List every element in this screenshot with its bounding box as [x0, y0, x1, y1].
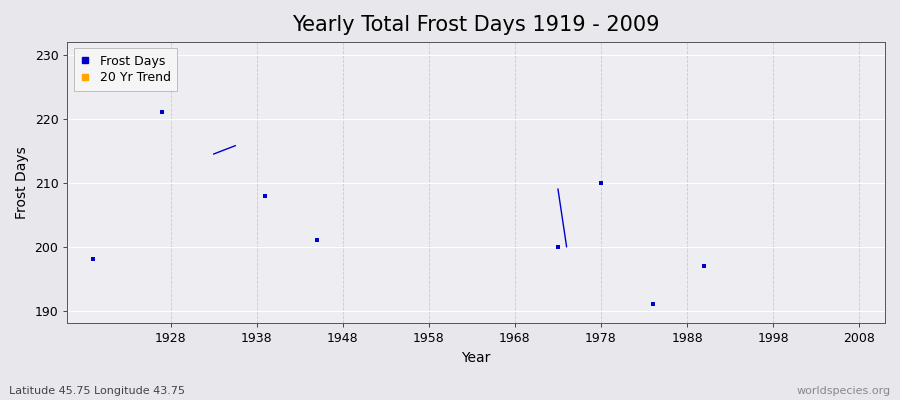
Point	[86, 256, 101, 263]
Legend: Frost Days, 20 Yr Trend: Frost Days, 20 Yr Trend	[74, 48, 177, 91]
Text: worldspecies.org: worldspecies.org	[796, 386, 891, 396]
Text: Latitude 45.75 Longitude 43.75: Latitude 45.75 Longitude 43.75	[9, 386, 185, 396]
Point	[698, 263, 712, 269]
Y-axis label: Frost Days: Frost Days	[15, 146, 29, 219]
Point	[551, 244, 565, 250]
Point	[258, 192, 273, 199]
X-axis label: Year: Year	[462, 351, 490, 365]
Title: Yearly Total Frost Days 1919 - 2009: Yearly Total Frost Days 1919 - 2009	[292, 15, 660, 35]
Point	[594, 180, 608, 186]
Point	[645, 301, 660, 308]
Point	[310, 237, 324, 244]
Point	[155, 109, 169, 116]
